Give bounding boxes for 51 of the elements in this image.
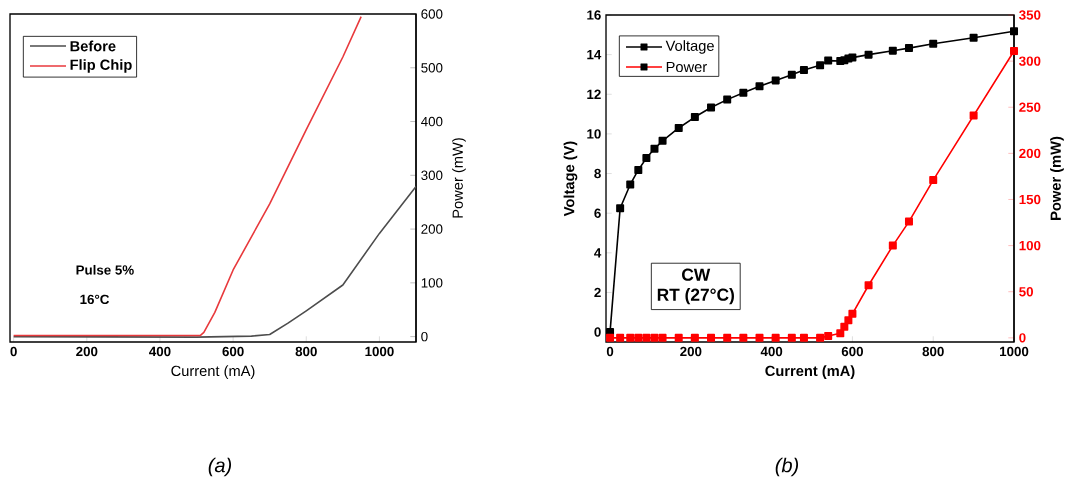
y2-tick-label: 250 [1019,102,1041,112]
y-tick-label: 14 [587,50,602,60]
y2-tick-label: 300 [421,170,443,181]
y2-axis-title: Power (mW) [1050,136,1064,220]
x-tick-label: 1000 [365,346,394,357]
y-tick-label: 4 [594,248,602,258]
x-tick-label: 200 [76,346,98,357]
y2-tick-label: 200 [421,224,443,234]
y-tick-label: 8 [594,168,601,179]
y-tick-label: 10 [587,129,601,139]
x-tick-label: 600 [222,346,244,357]
legend-label: Flip Chip [70,59,132,73]
y-axis-title: Voltage (V) [563,141,578,217]
y2-tick-label: 300 [1019,56,1041,66]
y2-axis-title: Power (mW) [452,138,466,218]
x-tick-label: 800 [922,346,944,357]
y2-tick-label: 500 [421,63,443,73]
y2-tick-label: 400 [421,116,443,127]
x-tick-label: 1000 [1000,346,1029,357]
x-tick-label: 200 [680,346,702,357]
y2-tick-label: 200 [1019,148,1041,159]
x-tick-label: 400 [149,346,171,357]
x-axis-title: Current (mA) [765,365,855,379]
x-tick-label: 0 [10,346,17,357]
x-tick-label: 800 [295,346,317,357]
x-axis-title: Current (mA) [171,365,255,379]
y-tick-label: 6 [594,208,601,218]
y-tick-label: 12 [587,89,601,99]
y2-tick-label: 100 [421,278,443,288]
y2-tick-label: 50 [1019,287,1034,297]
annotation: CW [682,268,711,281]
annotation: Pulse 5% [76,264,134,275]
y-tick-label: 2 [594,287,601,298]
y2-tick-label: 100 [1019,240,1041,251]
text: (a) [208,457,232,477]
legend-label: Voltage [665,40,714,54]
x-tick-label: 600 [841,346,864,357]
legend-label: Power [666,61,707,73]
y2-tick-label: 0 [421,331,428,342]
y-tick-label: 16 [587,10,601,20]
x-tick-label: 400 [760,346,783,357]
text: (b) [775,457,799,477]
x-tick-label: 0 [606,346,614,357]
y2-tick-label: 0 [1019,333,1026,343]
y-tick-label: 0 [594,327,601,337]
annotation: 16°C [80,294,110,305]
annotation: RT (27°C) [657,288,734,305]
y2-tick-label: 350 [1019,10,1041,20]
legend-label: Before [70,40,116,52]
y2-tick-label: 150 [1019,194,1041,205]
y2-tick-label: 600 [421,9,443,19]
